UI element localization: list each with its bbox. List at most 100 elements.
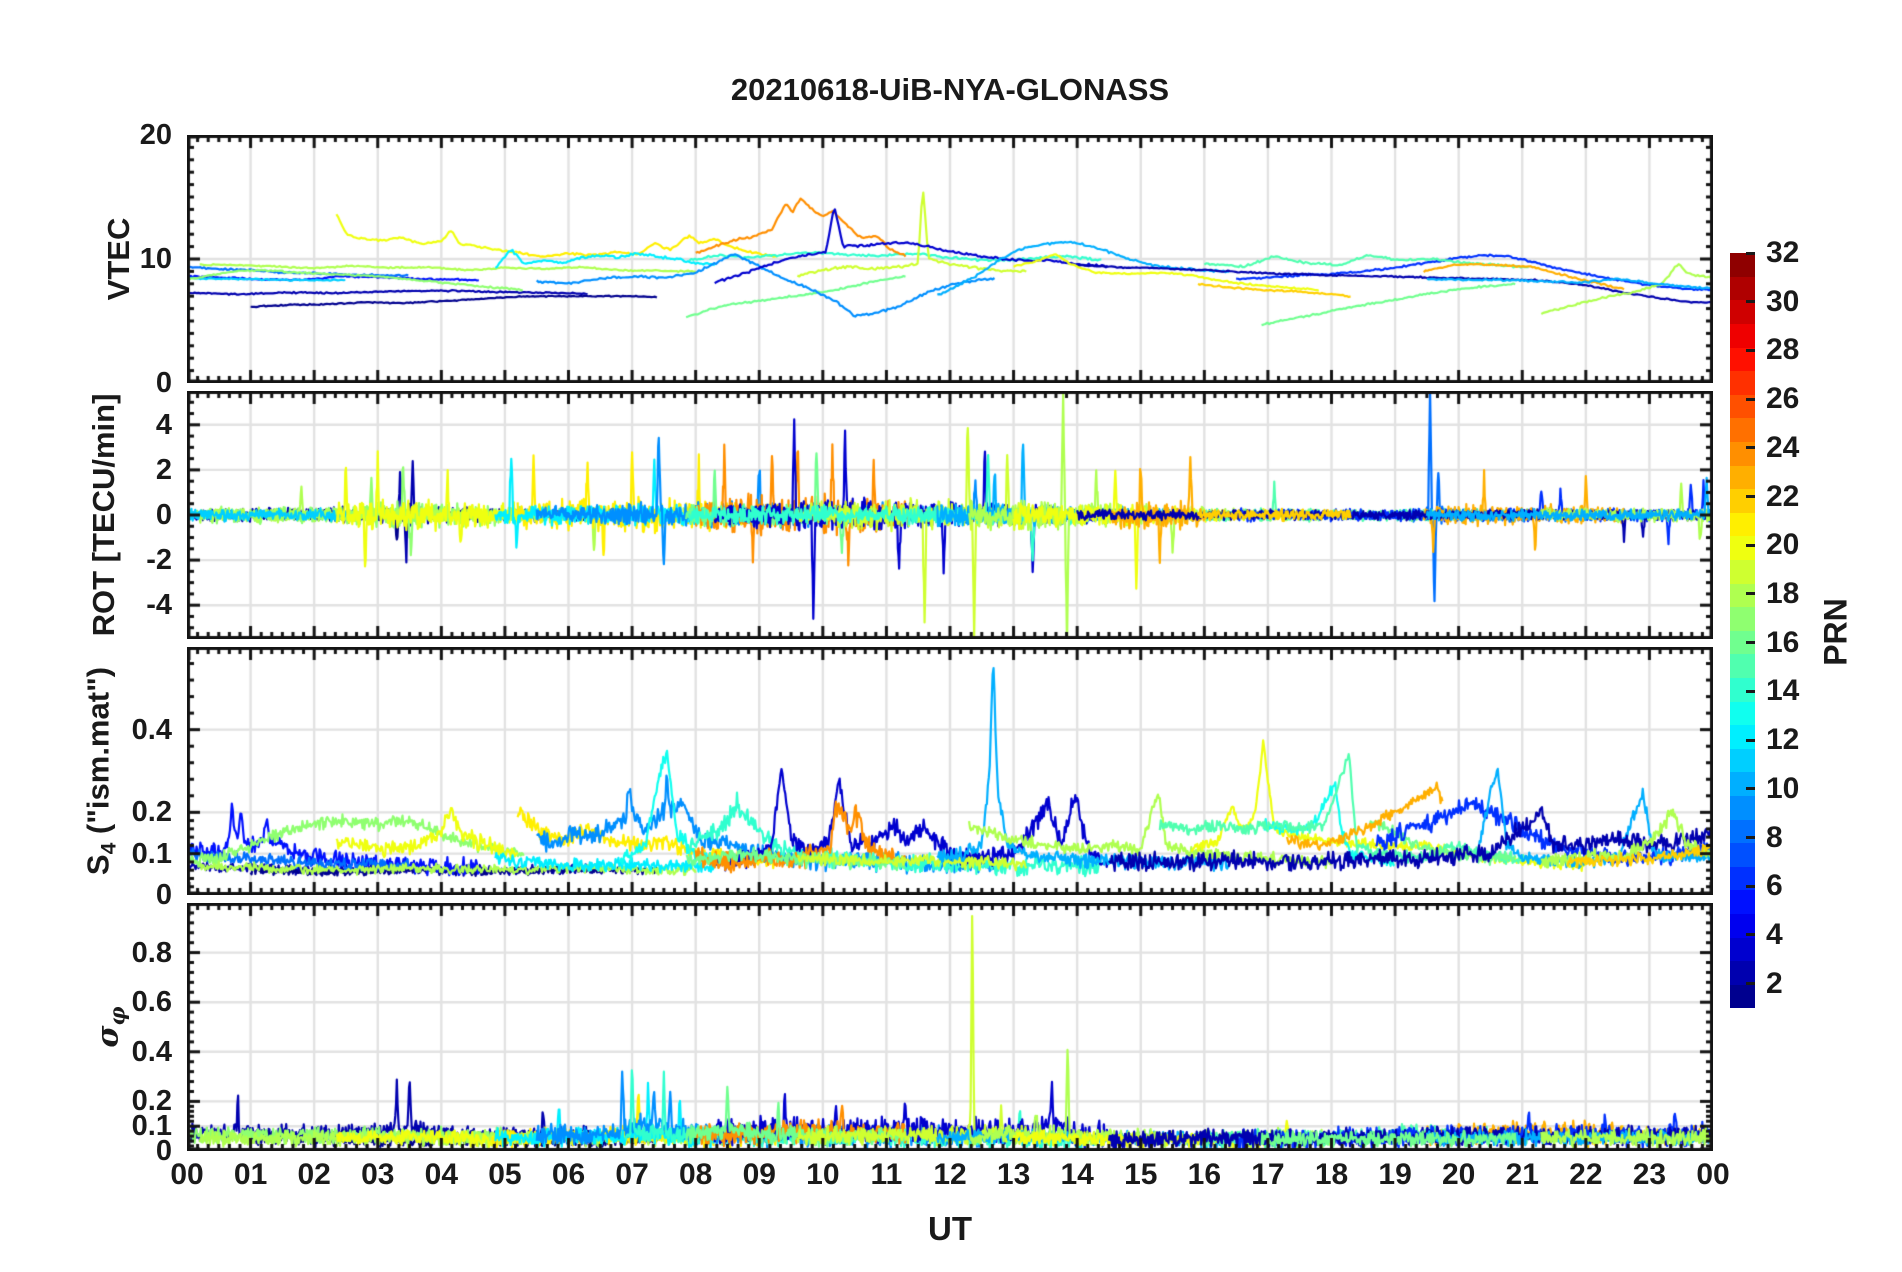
colorbar-tick <box>1746 787 1755 791</box>
colorbar-tick-label: 18 <box>1766 576 1800 610</box>
colorbar-tick <box>1746 300 1755 304</box>
colorbar-tick <box>1746 543 1755 547</box>
colorbar-block <box>1730 370 1755 395</box>
colorbar-block <box>1730 842 1755 867</box>
colorbar-block <box>1730 252 1755 277</box>
colorbar-block <box>1730 488 1755 513</box>
colorbar-tick-label: 4 <box>1766 917 1783 951</box>
panel-vtec-plot <box>187 135 1713 383</box>
x-tick-label: 11 <box>870 1158 903 1191</box>
y-tick-label: 20 <box>139 119 172 151</box>
colorbar-block <box>1730 936 1755 962</box>
y-tick-label: 2 <box>155 453 172 486</box>
x-tick-label: 06 <box>551 1158 586 1191</box>
panel-rot-plot <box>187 391 1713 639</box>
colorbar-block <box>1730 299 1755 325</box>
y-tick-label: 0.2 <box>131 796 172 829</box>
x-tick-label: 16 <box>1187 1158 1222 1191</box>
x-tick-label: 04 <box>424 1158 459 1191</box>
colorbar-tick <box>1746 641 1755 645</box>
colorbar-block <box>1730 441 1755 466</box>
colorbar-block <box>1730 984 1755 1009</box>
colorbar-tick <box>1746 348 1755 352</box>
colorbar-block <box>1730 677 1755 702</box>
colorbar-tick <box>1746 884 1755 888</box>
colorbar-tick-label: 14 <box>1766 674 1800 708</box>
colorbar-block <box>1730 818 1755 844</box>
y-tick-label: 0 <box>155 1135 172 1167</box>
x-tick-label: 15 <box>1124 1158 1158 1191</box>
colorbar-block <box>1730 771 1755 796</box>
x-tick-label: 00 <box>1696 1158 1730 1191</box>
x-tick-label: 18 <box>1314 1158 1349 1191</box>
colorbar-tick <box>1746 251 1755 255</box>
x-tick-label: 17 <box>1251 1158 1285 1191</box>
x-tick-label: 23 <box>1632 1158 1667 1191</box>
x-tick-label: 08 <box>678 1158 713 1191</box>
y-tick-label: 0 <box>155 879 172 911</box>
y-tick-label: 0.1 <box>131 837 172 870</box>
colorbar-tick <box>1746 933 1755 937</box>
colorbar-block <box>1730 960 1755 985</box>
x-tick-label: 12 <box>933 1158 967 1191</box>
colorbar-tick <box>1746 446 1755 450</box>
y-tick-label: 0 <box>155 367 172 399</box>
y-tick-label: 0.2 <box>131 1085 172 1118</box>
x-tick-label: 21 <box>1505 1158 1539 1191</box>
colorbar-tick <box>1746 495 1755 499</box>
x-tick-label: 20 <box>1441 1158 1476 1191</box>
colorbar-block <box>1730 653 1755 678</box>
colorbar-tick-label: 6 <box>1766 869 1783 903</box>
x-tick-label: 02 <box>297 1158 331 1191</box>
x-axis-label: UT <box>928 1210 972 1247</box>
y-tick-label: 0.1 <box>131 1110 172 1143</box>
colorbar-tick-label: 16 <box>1766 625 1800 659</box>
x-tick-label: 22 <box>1569 1158 1603 1191</box>
y-tick-label: 0.8 <box>131 936 172 969</box>
colorbar-tick-label: 20 <box>1766 528 1800 562</box>
colorbar-tick-label: 24 <box>1766 430 1800 464</box>
colorbar-block <box>1730 512 1755 537</box>
colorbar-tick-label: 28 <box>1766 333 1800 367</box>
colorbar-block <box>1730 276 1755 301</box>
colorbar-block <box>1730 465 1755 490</box>
x-tick-label: 00 <box>170 1158 204 1191</box>
colorbar-tick <box>1746 397 1755 401</box>
x-tick-label: 07 <box>615 1158 649 1191</box>
colorbar-block <box>1730 795 1755 820</box>
y-tick-label: 0 <box>155 499 172 531</box>
colorbar-tick-label: 8 <box>1766 820 1783 854</box>
x-tick-label: 13 <box>996 1158 1031 1191</box>
colorbar-block <box>1730 535 1755 560</box>
colorbar-block <box>1730 700 1755 726</box>
x-tick-label: 03 <box>361 1158 395 1191</box>
y-tick-label: 0.4 <box>131 713 172 746</box>
y-tick-label: -4 <box>146 589 172 622</box>
y-tick-label: 0.4 <box>131 1035 172 1068</box>
colorbar-block <box>1730 748 1755 773</box>
colorbar-block <box>1730 323 1755 348</box>
colorbar-block <box>1730 606 1755 631</box>
colorbar <box>1730 251 1755 1009</box>
colorbar-tick-label: 22 <box>1766 479 1800 513</box>
colorbar-tick-label: 30 <box>1766 284 1800 318</box>
colorbar-block <box>1730 417 1755 443</box>
colorbar-tick <box>1746 689 1755 693</box>
colorbar-block <box>1730 724 1755 749</box>
colorbar-tick-label: 32 <box>1766 236 1800 269</box>
colorbar-label: PRN <box>1817 598 1854 666</box>
y-tick-label: -2 <box>146 544 172 577</box>
panel-sigma-phi-plot <box>187 903 1713 1151</box>
x-tick-label: 14 <box>1060 1158 1094 1191</box>
chart-title: 20210618-UiB-NYA-GLONASS <box>730 72 1170 107</box>
colorbar-tick <box>1746 982 1755 986</box>
x-tick-label: 01 <box>233 1158 268 1191</box>
colorbar-tick <box>1746 836 1755 840</box>
colorbar-tick <box>1746 592 1755 596</box>
y-tick-label: 10 <box>139 243 172 275</box>
colorbar-tick-label: 2 <box>1766 966 1783 1000</box>
colorbar-block <box>1730 889 1755 914</box>
x-tick-label: 09 <box>742 1158 776 1191</box>
x-tick-label: 19 <box>1378 1158 1412 1191</box>
